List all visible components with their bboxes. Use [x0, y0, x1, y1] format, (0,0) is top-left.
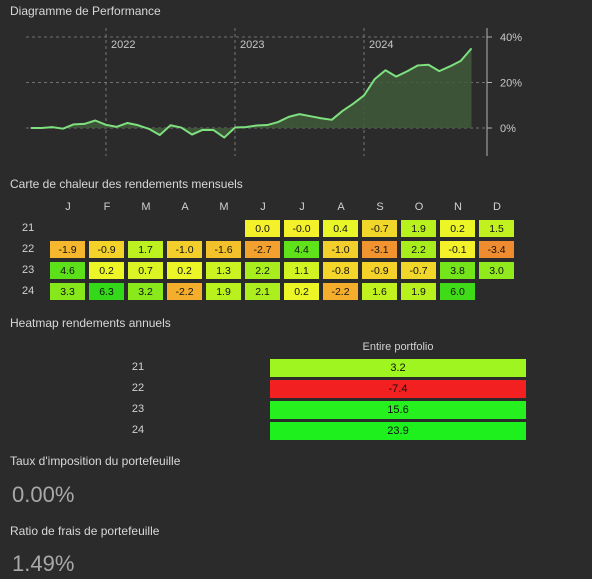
monthly-row-label-21: 21 [22, 222, 35, 234]
monthly-cell: 3.8 [439, 261, 476, 280]
tax-value: 0.00% [12, 482, 75, 507]
monthly-cell: 1.9 [400, 282, 437, 301]
month-header-8: S [376, 201, 384, 213]
monthly-cell: -0.7 [361, 219, 398, 238]
monthly-cell: 2.2 [244, 261, 281, 280]
y-axis: 40% 20% 0% [486, 28, 522, 156]
annual-row-label-22: 22 [131, 382, 145, 394]
monthly-cell: -1.0 [322, 240, 359, 259]
monthly-cell: -1.0 [166, 240, 203, 259]
x-tick-label-2024: 2024 [369, 39, 393, 51]
monthly-cell: -0.8 [322, 261, 359, 280]
monthly-cell: -2.7 [244, 240, 281, 259]
monthly-cell: -0.9 [88, 240, 125, 259]
monthly-row-label-23: 23 [22, 264, 35, 276]
monthly-cell: 1.7 [127, 240, 164, 259]
month-header-6: J [299, 201, 305, 213]
monthly-row-label-24: 24 [22, 285, 35, 297]
month-header-7: A [337, 201, 345, 213]
tax-title: Taux d'imposition du portefeuille [10, 454, 181, 468]
monthly-cell: 4.4 [283, 240, 320, 259]
monthly-cell: 2.1 [244, 282, 281, 301]
performance-chart: 2022 2023 2024 40% 20% 0% [26, 28, 522, 156]
monthly-cell: -3.1 [361, 240, 398, 259]
x-tick-labels: 2022 2023 2024 [111, 39, 393, 51]
performance-area [30, 48, 472, 138]
y-tick-label-1: 20% [500, 78, 522, 90]
x-tick-label-2022: 2022 [111, 39, 135, 51]
monthly-cell: -0.0 [283, 219, 320, 238]
month-header-9: O [414, 201, 424, 213]
monthly-cell: 2.2 [400, 240, 437, 259]
monthly-cell: 0.2 [439, 219, 476, 238]
monthly-cell: 6.0 [439, 282, 476, 301]
monthly-cell: 3.3 [49, 282, 86, 301]
annual-row-label-23: 23 [131, 403, 145, 415]
annual-row-label-21: 21 [131, 361, 145, 373]
y-tick-label-0: 40% [500, 32, 522, 44]
monthly-cell: -0.7 [400, 261, 437, 280]
performance-line [30, 47, 473, 139]
month-header-2: M [141, 201, 151, 213]
monthly-cell: -3.4 [478, 240, 515, 259]
annual-column-header: Entire portfolio [362, 341, 434, 353]
monthly-cell: 0.4 [322, 219, 359, 238]
monthly-cell: 1.5 [478, 219, 515, 238]
monthly-cell: 0.7 [127, 261, 164, 280]
monthly-cell: -2.2 [166, 282, 203, 301]
annual-heatmap-title: Heatmap rendements annuels [10, 316, 171, 330]
annual-cell: 3.2 [269, 358, 527, 378]
monthly-cell: 4.6 [49, 261, 86, 280]
fees-value: 1.49% [12, 551, 75, 576]
monthly-cell: 1.3 [205, 261, 242, 280]
month-header-11: D [493, 201, 501, 213]
fees-title: Ratio de frais de portefeuille [10, 524, 160, 538]
monthly-cell: 0.2 [88, 261, 125, 280]
annual-cell: 23.9 [269, 421, 527, 441]
monthly-cell: 0.2 [166, 261, 203, 280]
month-header-0: J [65, 201, 71, 213]
monthly-cell: 1.9 [205, 282, 242, 301]
chart-area [30, 47, 473, 139]
annual-cell: -7.4 [269, 379, 527, 399]
month-header-1: F [103, 201, 111, 213]
annual-cell: 15.6 [269, 400, 527, 420]
monthly-cell: -1.9 [49, 240, 86, 259]
monthly-cell: 6.3 [88, 282, 125, 301]
month-header-10: N [454, 201, 462, 213]
monthly-cell: 1.9 [400, 219, 437, 238]
monthly-cell: 1.6 [361, 282, 398, 301]
y-tick-label-2: 0% [500, 123, 516, 135]
annual-row-label-24: 24 [131, 424, 145, 436]
month-header-4: M [219, 201, 229, 213]
monthly-cell: 0.0 [244, 219, 281, 238]
performance-title: Diagramme de Performance [10, 4, 161, 18]
month-header-3: A [181, 201, 189, 213]
monthly-cell: 3.2 [127, 282, 164, 301]
x-tick-label-2023: 2023 [240, 39, 264, 51]
monthly-cell: 0.2 [283, 282, 320, 301]
monthly-cell: -0.9 [361, 261, 398, 280]
month-header-5: J [260, 201, 266, 213]
monthly-cell: 3.0 [478, 261, 515, 280]
monthly-row-label-22: 22 [22, 243, 35, 255]
monthly-cell: -2.2 [322, 282, 359, 301]
monthly-heatmap-title: Carte de chaleur des rendements mensuels [10, 177, 243, 191]
monthly-cell: -1.6 [205, 240, 242, 259]
monthly-cell: 1.1 [283, 261, 320, 280]
monthly-cell: -0.1 [439, 240, 476, 259]
